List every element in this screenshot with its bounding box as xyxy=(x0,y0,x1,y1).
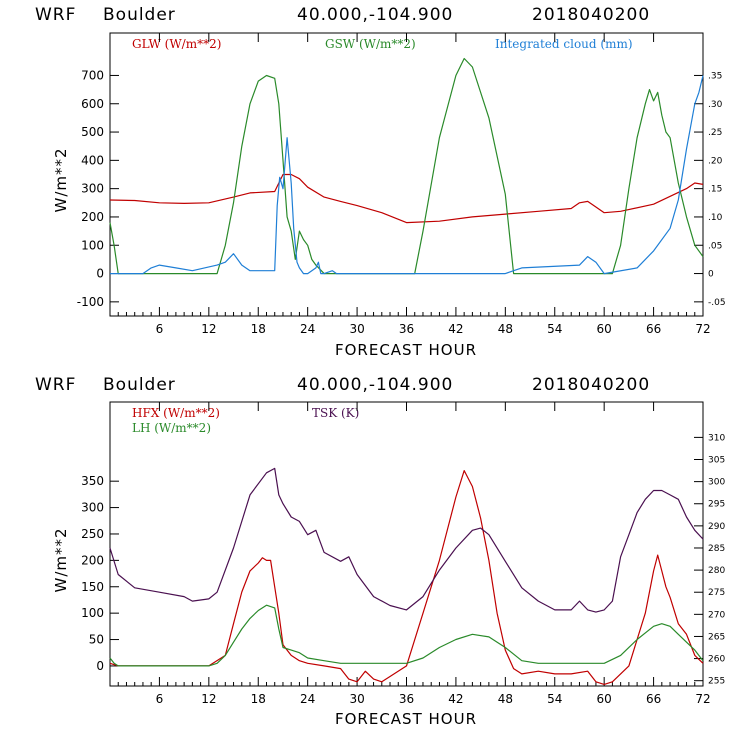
panel1-x-tick-label: 24 xyxy=(300,322,315,336)
panel2-y2-tick-label: 285 xyxy=(708,544,725,554)
panel1-series xyxy=(109,57,704,275)
panel1-y2-tick-label: .10 xyxy=(708,213,723,223)
panel2-y-tick-label: 200 xyxy=(81,553,104,567)
panel2-y-tick-label: 100 xyxy=(81,606,104,620)
panel2-legend-tsk: TSK (K) xyxy=(312,406,359,420)
panel1-legend-gsw: GSW (W/m**2) xyxy=(325,37,416,51)
panel1-x-tick-label: 66 xyxy=(646,322,661,336)
panel2-y-tick-label: 150 xyxy=(81,580,104,594)
panel2-x-tick-label: 60 xyxy=(597,692,612,706)
panel2-model-label: WRF xyxy=(35,375,76,395)
panel1-y-tick-label: -100 xyxy=(77,295,104,309)
panel2-coords-label: 40.000,-104.900 xyxy=(297,375,453,395)
panel2-y2-ticks: 255 260 265 270 275 280 285 290 295 300 305 310 xyxy=(694,433,725,687)
panel1-coords-label: 40.000,-104.900 xyxy=(297,5,453,25)
panel2-series xyxy=(109,467,704,686)
panel2-x-tick-label: 6 xyxy=(156,692,164,706)
panel2-y-tick-label: 300 xyxy=(81,501,104,515)
panel1-x-tick-label: 60 xyxy=(597,322,612,336)
panel1-y2-tick-label: .35 xyxy=(708,71,722,81)
panel2-y2-tick-label: 270 xyxy=(708,610,725,620)
panel2-y-tick-label: 50 xyxy=(89,633,104,647)
panel2-y2-tick-label: 265 xyxy=(708,632,725,642)
panel2-y2-tick-label: 275 xyxy=(708,588,725,598)
panel2-y-ticks: 0 50 100 150 200 250 300 350 xyxy=(81,474,119,673)
panel2-x-tick-label: 24 xyxy=(300,692,315,706)
panel1-y-tick-label: 700 xyxy=(81,68,104,82)
panel1-y2-ticks: -.05 0 .05 .10 .15 .20 .25 .30 .35 xyxy=(694,71,726,308)
panel1-legend-glw: GLW (W/m**2) xyxy=(132,37,221,51)
panel1-series-gsw-line xyxy=(109,57,704,275)
panel2-legend-lh: LH (W/m**2) xyxy=(132,421,211,435)
panel2-x-tick-label: 42 xyxy=(448,692,463,706)
panel1-legend-cloud: Integrated cloud (mm) xyxy=(495,37,633,51)
panel2-x-ticks: 6 12 18 24 30 36 42 48 54 60 66 72 xyxy=(117,402,711,706)
panel1-x-tick-label: 42 xyxy=(448,322,463,336)
panel2-y2-tick-label: 260 xyxy=(708,655,725,665)
panel2-legend-hfx: HFX (W/m**2) xyxy=(132,406,220,420)
panel2-series-hfx-line xyxy=(109,470,704,686)
panel1-y-tick-label: 500 xyxy=(81,125,104,139)
panel1-site-label: Boulder xyxy=(103,5,176,25)
panel2-x-tick-label: 72 xyxy=(695,692,710,706)
panel1-init-label: 2018040200 xyxy=(532,5,650,25)
panel2-y2-tick-label: 310 xyxy=(708,433,725,443)
panel2-y2-tick-label: 280 xyxy=(708,566,725,576)
panel1-y2-tick-label: .20 xyxy=(708,156,723,166)
panel2-init-label: 2018040200 xyxy=(532,375,650,395)
panel1-y-tick-label: 100 xyxy=(81,238,104,252)
panel1-y-tick-label: 200 xyxy=(81,210,104,224)
panel1-y-tick-label: 600 xyxy=(81,97,104,111)
panel1-y2-tick-label: .05 xyxy=(708,241,722,251)
panel1-y2-tick-label: .25 xyxy=(708,128,722,138)
panel1-y2-tick-label: -.05 xyxy=(708,298,726,308)
panel1-y2-tick-label: .30 xyxy=(708,100,723,110)
panel2-y2-tick-label: 255 xyxy=(708,677,725,687)
panel1-x-axis-label: FORECAST HOUR xyxy=(335,341,477,359)
panel2-y-tick-label: 0 xyxy=(96,659,104,673)
panel2-x-tick-label: 54 xyxy=(547,692,562,706)
panel1-y2-tick-label: 0 xyxy=(708,270,714,280)
panel1-x-ticks: 6 12 18 24 30 36 42 48 54 60 66 72 xyxy=(117,33,711,336)
panel2-x-tick-label: 30 xyxy=(349,692,364,706)
panel2-y-axis-label: W/m**2 xyxy=(52,527,70,592)
panel2-series-tsk-line xyxy=(109,467,704,613)
panel1-x-tick-label: 12 xyxy=(201,322,216,336)
panel1-x-tick-label: 72 xyxy=(695,322,710,336)
panel2-x-tick-label: 12 xyxy=(201,692,216,706)
panel2-y2-tick-label: 295 xyxy=(708,500,725,510)
panel2-x-axis-label: FORECAST HOUR xyxy=(335,710,477,728)
panel1-x-tick-label: 18 xyxy=(251,322,266,336)
panel1-x-tick-label: 30 xyxy=(349,322,364,336)
panel1-x-tick-label: 48 xyxy=(498,322,513,336)
panel2-y2-tick-label: 305 xyxy=(708,456,725,466)
panel1-series-glw-line xyxy=(109,173,704,224)
panel2-x-tick-label: 48 xyxy=(498,692,513,706)
panel1-y-tick-label: 0 xyxy=(96,267,104,281)
panel2-x-tick-label: 18 xyxy=(251,692,266,706)
panel1-x-tick-label: 54 xyxy=(547,322,562,336)
panel1-series-integrated-line xyxy=(110,75,704,275)
panel1-y-ticks: -100 0 100 200 300 400 500 600 700 xyxy=(77,68,119,309)
panel2-series-lh-line xyxy=(109,604,704,667)
panel2-x-tick-label: 66 xyxy=(646,692,661,706)
panel1-y2-tick-label: .15 xyxy=(708,185,722,195)
panel2-y2-tick-label: 290 xyxy=(708,522,725,532)
panel1-x-tick-label: 6 xyxy=(156,322,164,336)
panel2-x-tick-label: 36 xyxy=(399,692,414,706)
panel1-y-tick-label: 400 xyxy=(81,153,104,167)
panel2-y-tick-label: 250 xyxy=(81,527,104,541)
panel1-y-tick-label: 300 xyxy=(81,182,104,196)
panel1-model-label: WRF xyxy=(35,5,76,25)
panel2-site-label: Boulder xyxy=(103,375,176,395)
panel1-x-tick-label: 36 xyxy=(399,322,414,336)
panel2-y2-tick-label: 300 xyxy=(708,478,725,488)
panel2-y-tick-label: 350 xyxy=(81,474,104,488)
panel1-y-axis-label: W/m**2 xyxy=(52,147,70,212)
